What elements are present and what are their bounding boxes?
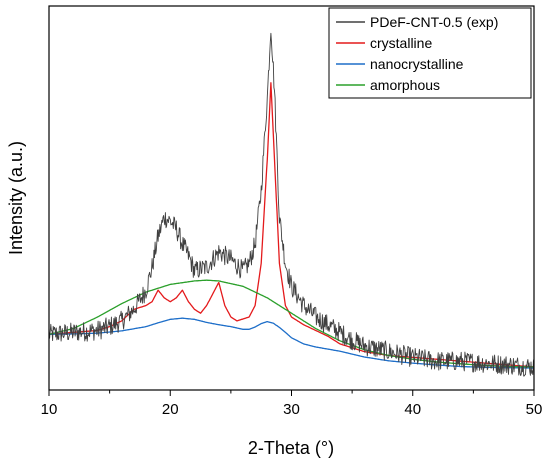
x-tick-label: 20 <box>162 401 179 418</box>
x-axis: 10 20 30 40 50 <box>41 390 543 418</box>
legend-box <box>328 7 532 99</box>
series-layer <box>48 32 535 377</box>
x-axis-title: 2-Theta (°) <box>248 438 334 458</box>
x-tick-label: 50 <box>526 401 543 418</box>
legend-label: crystalline <box>370 35 432 51</box>
series-line-crystalline <box>48 82 535 368</box>
legend-items: PDeF-CNT-0.5 (exp) crystalline nanocrystal… <box>336 14 498 93</box>
legend-label: PDeF-CNT-0.5 (exp) <box>370 14 498 30</box>
x-tick-label: 40 <box>404 401 421 418</box>
series-line-nanocrystalline <box>48 317 535 369</box>
legend-label: nanocrystalline <box>370 56 464 72</box>
x-tick-label: 30 <box>283 401 300 418</box>
y-axis-title: Intensity (a.u.) <box>6 141 26 255</box>
series-line-pdef-cnt-0-5-exp <box>48 32 535 377</box>
legend-label: amorphous <box>370 77 440 93</box>
legend: PDeF-CNT-0.5 (exp) crystalline nanocrystal… <box>328 7 532 99</box>
x-tick-label: 10 <box>41 401 58 418</box>
